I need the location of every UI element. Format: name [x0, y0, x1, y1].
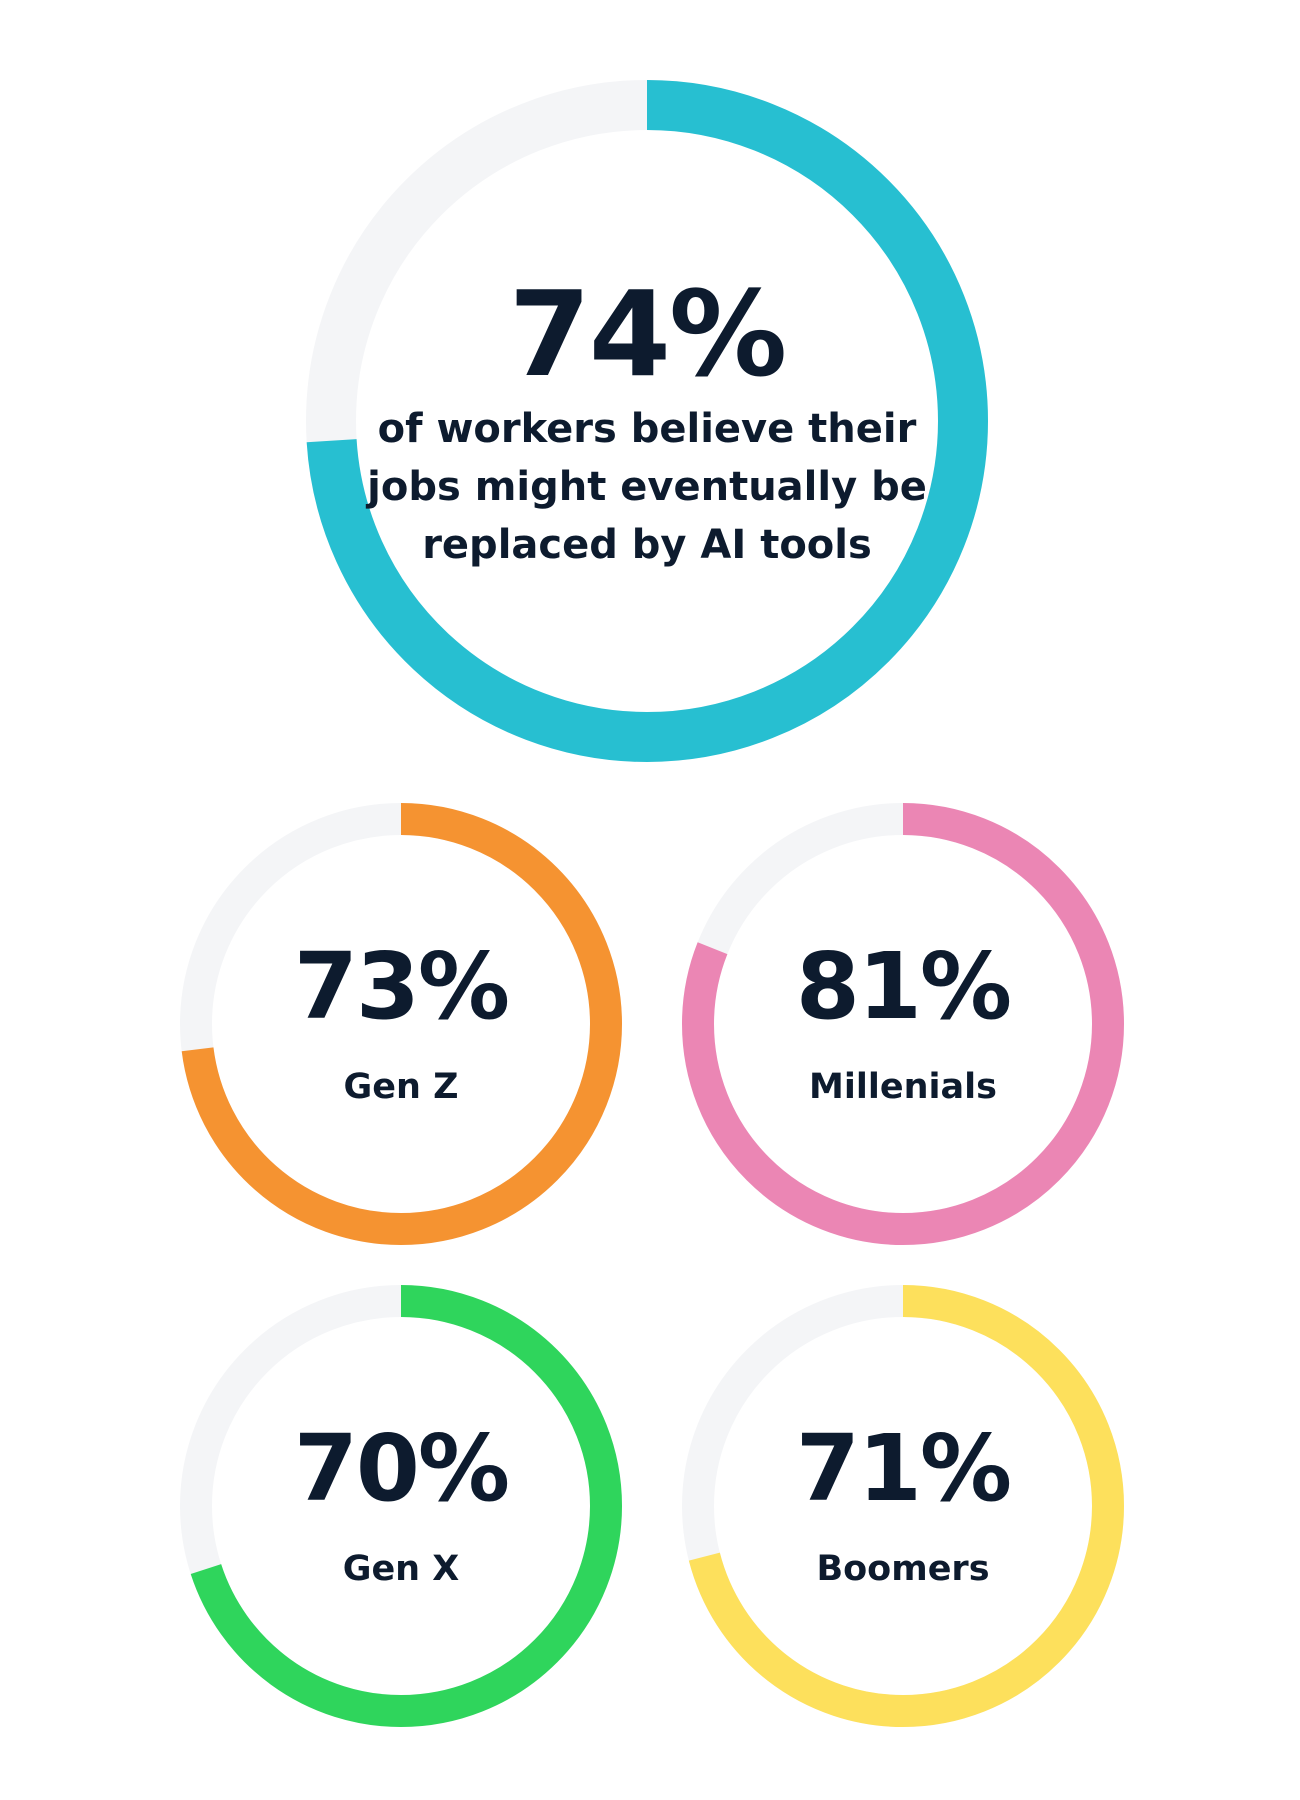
description-text: of workers believe their jobs might even…: [367, 406, 927, 568]
donut-ring: [180, 1285, 622, 1727]
donut-chart-gen-z: 73% Gen Z: [180, 803, 622, 1245]
percentage-value: 71%: [795, 1415, 1012, 1522]
donut-value-arc: [180, 803, 622, 1245]
donut-chart-gen-x: 70% Gen X: [180, 1285, 622, 1727]
generation-label: Millenials: [809, 1067, 997, 1107]
donut-chart-millennials: 81% Millenials: [682, 803, 1124, 1245]
generation-label: Gen Z: [343, 1067, 459, 1107]
donut-ring: [306, 80, 988, 762]
donut-value-arc: [682, 803, 1124, 1245]
percentage-value: 81%: [795, 933, 1012, 1040]
donut-ring: [682, 1285, 1124, 1727]
donut-chart-boomers: 71% Boomers: [682, 1285, 1124, 1727]
donut-value-arc: [180, 1285, 622, 1727]
generation-label: Boomers: [816, 1549, 990, 1589]
percentage-value: 73%: [293, 933, 510, 1040]
generation-label: Gen X: [342, 1549, 460, 1589]
donut-value-arc: [306, 80, 988, 762]
donut-ring: [180, 803, 622, 1245]
percentage-value: 74%: [508, 265, 787, 403]
donut-chart-all-workers: 74% of workers believe their jobs might …: [306, 80, 988, 762]
percentage-value: 70%: [293, 1415, 510, 1522]
donut-value-arc: [682, 1285, 1124, 1727]
donut-ring: [682, 803, 1124, 1245]
